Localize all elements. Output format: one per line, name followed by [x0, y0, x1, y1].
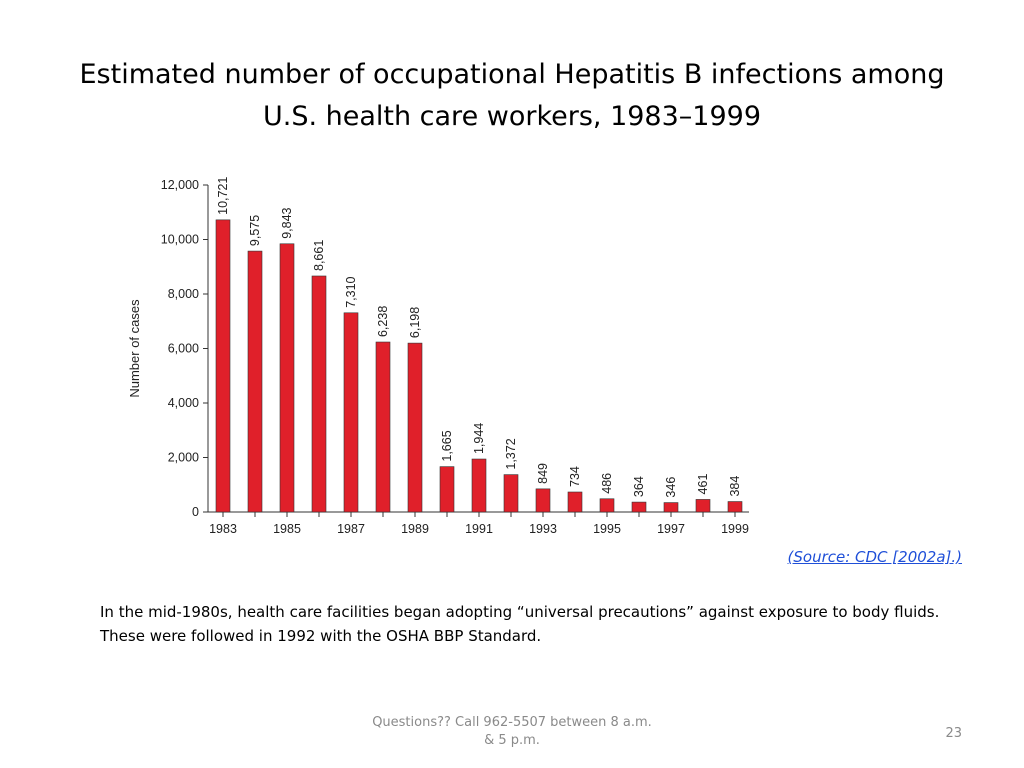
bar [247, 250, 263, 513]
bar [535, 488, 551, 513]
bar [599, 498, 615, 513]
x-tick-label: 1987 [337, 522, 365, 536]
bar [471, 458, 487, 513]
slide-title-line-1: Estimated number of occupational Hepatit… [79, 59, 945, 90]
source-link[interactable]: (Source: CDC [2002a].) [787, 548, 962, 566]
y-tick-label: 6,000 [168, 342, 199, 356]
bar-value-label: 486 [600, 473, 614, 494]
x-tick-label: 1997 [657, 522, 685, 536]
y-tick-label: 4,000 [168, 396, 199, 410]
y-axis-label: Number of cases [127, 299, 142, 398]
bar-value-label: 9,575 [248, 215, 262, 246]
x-tick-label: 1983 [209, 522, 237, 536]
bar-value-label: 346 [664, 477, 678, 498]
bar-value-label: 849 [536, 463, 550, 484]
bar [215, 219, 231, 513]
bar-value-label: 8,661 [312, 240, 326, 271]
bar [407, 342, 423, 513]
bar-value-label: 9,843 [280, 207, 294, 238]
bar [375, 341, 391, 513]
bar-value-label: 6,238 [376, 306, 390, 337]
bar [663, 502, 679, 513]
bar-value-label: 364 [632, 476, 646, 497]
bar-value-label: 1,944 [472, 423, 486, 454]
x-tick-label: 1993 [529, 522, 557, 536]
y-tick-label: 2,000 [168, 451, 199, 465]
bar [695, 499, 711, 513]
x-tick-label: 1985 [273, 522, 301, 536]
x-tick-label: 1995 [593, 522, 621, 536]
bar [503, 474, 519, 513]
bar-value-label: 384 [728, 476, 742, 497]
bar [343, 312, 359, 513]
y-tick-label: 8,000 [168, 287, 199, 301]
bar-value-label: 1,372 [504, 438, 518, 469]
bar-value-label: 6,198 [408, 307, 422, 338]
x-tick-label: 1989 [401, 522, 429, 536]
footer-line-2: & 5 p.m. [484, 733, 540, 748]
x-tick-label: 1991 [465, 522, 493, 536]
y-tick-label: 0 [192, 505, 199, 519]
bar [567, 491, 583, 513]
page-number: 23 [945, 726, 962, 741]
bar-value-label: 461 [696, 474, 710, 495]
bar [311, 275, 327, 513]
y-tick-label: 10,000 [161, 233, 199, 247]
bar-value-label: 7,310 [344, 276, 358, 307]
bar [439, 466, 455, 513]
slide-title-line-2: U.S. health care workers, 1983–1999 [262, 101, 762, 132]
bar [727, 501, 743, 513]
bar-value-label: 10,721 [216, 177, 230, 215]
bar-chart: 0 2,000 4,000 6,000 8,000 10,000 12,000 Number … [127, 177, 749, 536]
bar-value-label: 734 [568, 466, 582, 487]
bar [279, 243, 295, 513]
note-text: In the mid-1980s, health care facilities… [100, 603, 940, 645]
slide-title: Estimated number of occupational Hepatit… [40, 54, 984, 138]
x-tick-label: 1999 [721, 522, 749, 536]
footer-text: Questions?? Call 962-5507 between 8 a.m.… [352, 714, 672, 750]
bar [631, 501, 647, 513]
bar-value-label: 1,665 [440, 430, 454, 461]
y-tick-label: 12,000 [161, 178, 199, 192]
footer-line-1: Questions?? Call 962-5507 between 8 a.m. [372, 715, 652, 730]
